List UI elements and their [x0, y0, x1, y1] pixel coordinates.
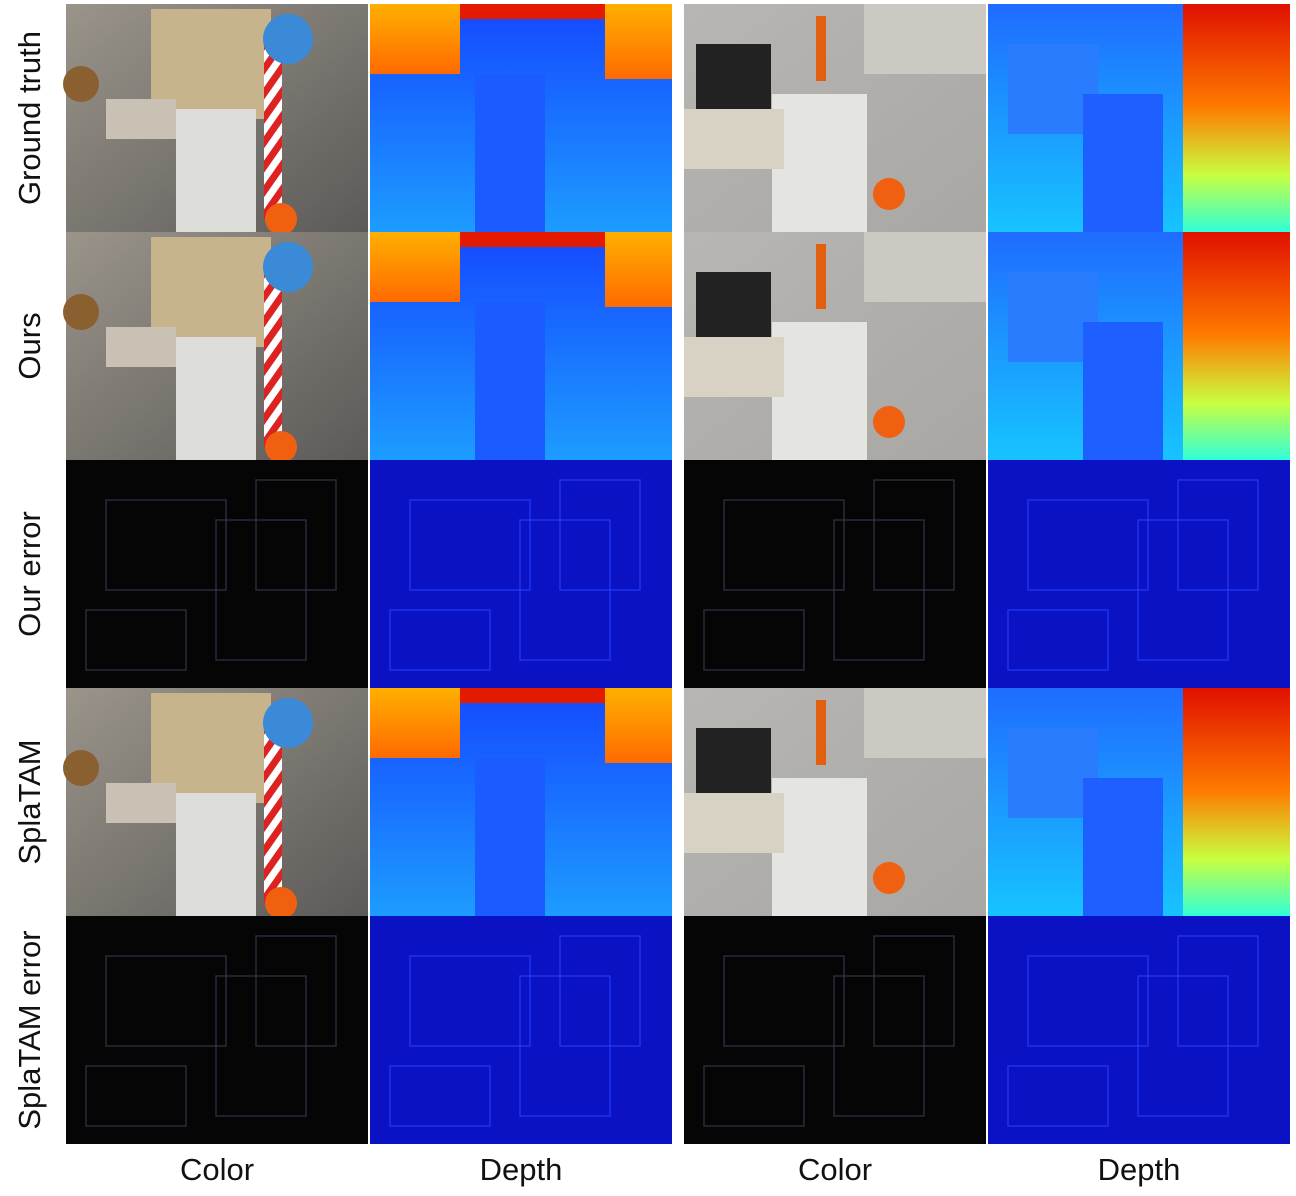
depth-tile	[370, 688, 672, 916]
near-region	[475, 758, 545, 916]
wall	[864, 688, 986, 758]
depth-tile	[988, 232, 1290, 460]
color-tile	[684, 232, 986, 460]
tile-bg	[988, 916, 1290, 1144]
ball	[263, 242, 313, 292]
cabinet	[772, 778, 867, 916]
row-label: Ground truth	[12, 31, 47, 205]
desk	[106, 327, 176, 367]
tile-bg	[988, 460, 1290, 688]
color-tile	[684, 460, 986, 688]
ball	[263, 698, 313, 748]
depth-tile	[370, 232, 672, 460]
teddy	[63, 294, 99, 330]
tile-bg	[66, 916, 368, 1144]
far-region	[460, 232, 605, 247]
color-tile	[684, 916, 986, 1144]
depth-tile	[988, 916, 1290, 1144]
tile-bg	[370, 460, 672, 688]
depth-tile	[988, 460, 1290, 688]
bucket	[265, 203, 297, 235]
far-region	[605, 4, 672, 79]
far-region	[370, 688, 460, 758]
depth-tile	[370, 460, 672, 688]
cabinet	[176, 109, 256, 232]
row-label: Our error	[12, 511, 47, 637]
color-tile	[66, 916, 368, 1144]
column-label: Depth	[480, 1152, 563, 1187]
teddy	[63, 750, 99, 786]
wall	[864, 4, 986, 74]
bucket	[265, 431, 297, 463]
robot-arm	[816, 700, 826, 765]
pole	[264, 44, 282, 219]
near-region	[1083, 778, 1163, 916]
far-region	[605, 232, 672, 307]
near-region	[1083, 322, 1163, 460]
far-region	[460, 688, 605, 703]
pole	[264, 728, 282, 903]
bucket	[873, 862, 905, 894]
far-region	[460, 4, 605, 19]
cabinet	[176, 337, 256, 460]
bucket	[873, 178, 905, 210]
near-region	[475, 74, 545, 232]
depth-tile	[370, 4, 672, 232]
tile-bg	[66, 460, 368, 688]
monitor	[696, 272, 771, 342]
bucket	[873, 406, 905, 438]
tile-bg	[684, 460, 986, 688]
color-tile	[63, 232, 368, 463]
bucket	[265, 887, 297, 919]
far-region	[605, 688, 672, 763]
far-region	[370, 4, 460, 74]
wall	[864, 232, 986, 302]
depth-tile	[370, 916, 672, 1144]
desk	[106, 99, 176, 139]
depth-tile	[988, 688, 1290, 916]
desk	[106, 783, 176, 823]
robot-arm	[816, 16, 826, 81]
cabinet	[772, 94, 867, 232]
row-label: SplaTAM	[12, 739, 47, 864]
cabinet	[176, 793, 256, 916]
column-label: Depth	[1098, 1152, 1181, 1187]
far-region	[370, 232, 460, 302]
color-tile	[684, 688, 986, 916]
desk	[684, 109, 784, 169]
color-tile	[63, 4, 368, 235]
teddy	[63, 66, 99, 102]
cabinet	[772, 322, 867, 460]
desk	[684, 793, 784, 853]
depth-tile	[988, 4, 1290, 232]
far-region	[1183, 232, 1290, 460]
far-region	[1183, 4, 1290, 232]
row-label: Ours	[12, 312, 47, 379]
robot-arm	[816, 244, 826, 309]
color-tile	[66, 460, 368, 688]
row-label: SplaTAM error	[12, 930, 47, 1129]
desk	[684, 337, 784, 397]
monitor	[696, 44, 771, 114]
pole	[264, 272, 282, 447]
figure: Ground truth Ours Our error SplaTAM SplaTAM …	[0, 0, 1296, 1196]
color-tile	[63, 688, 368, 919]
column-label: Color	[798, 1152, 872, 1187]
column-label: Color	[180, 1152, 254, 1187]
monitor	[696, 728, 771, 798]
tile-bg	[370, 916, 672, 1144]
color-tile	[684, 4, 986, 232]
near-region	[475, 302, 545, 460]
far-region	[1183, 688, 1290, 916]
near-region	[1083, 94, 1163, 232]
tile-bg	[684, 916, 986, 1144]
ball	[263, 14, 313, 64]
